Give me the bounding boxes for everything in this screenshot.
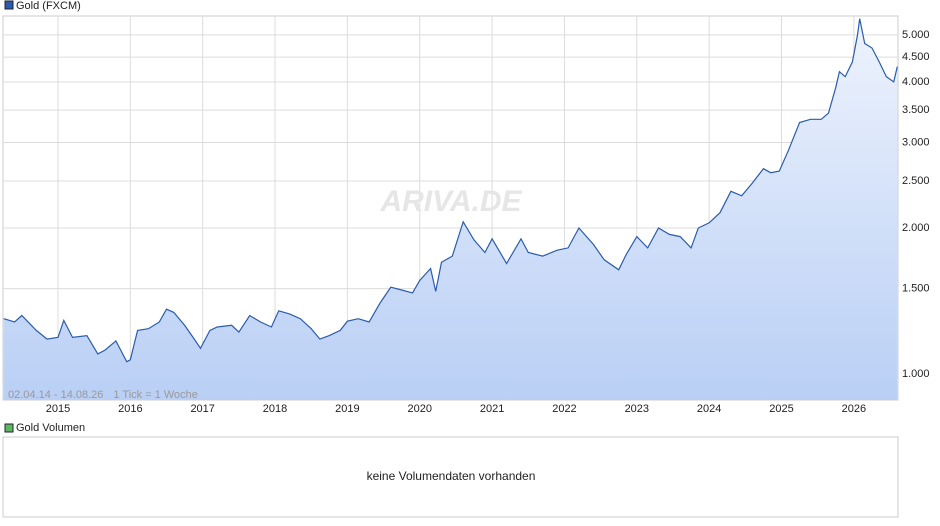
legend-swatch — [4, 0, 14, 10]
y-tick-label: 3.000 — [902, 136, 930, 148]
x-tick-label: 2026 — [842, 403, 866, 415]
y-tick-label: 1.000 — [902, 368, 930, 380]
x-tick-label: 2024 — [697, 403, 721, 415]
y-tick-label: 1.500 — [902, 283, 930, 295]
x-tick-label: 2025 — [769, 403, 793, 415]
x-tick-label: 2015 — [46, 403, 70, 415]
x-tick-label: 2023 — [625, 403, 649, 415]
tick-info: 1 Tick = 1 Woche — [113, 389, 197, 401]
x-tick-label: 2019 — [335, 403, 359, 415]
date-range: 02.04.14 - 14.08.26 — [8, 389, 103, 401]
y-tick-label: 5.000 — [902, 29, 930, 41]
legend-label: Gold (FXCM) — [16, 0, 81, 12]
y-tick-label: 3.500 — [902, 104, 930, 116]
y-tick-label: 2.500 — [902, 175, 930, 187]
volume-panel — [2, 436, 899, 518]
line — [3, 18, 898, 363]
x-tick-label: 2020 — [408, 403, 432, 415]
x-tick-label: 2016 — [118, 403, 142, 415]
no-data-note: keine Volumendaten vorhanden — [367, 469, 536, 483]
x-tick-label: 2017 — [190, 403, 214, 415]
legend-swatch — [4, 423, 14, 433]
watermark: ARIVA.DE — [379, 185, 522, 218]
x-tick-label: 2021 — [480, 403, 504, 415]
y-tick-label: 2.000 — [902, 222, 930, 234]
x-tick-label: 2018 — [263, 403, 287, 415]
x-tick-label: 2022 — [552, 403, 576, 415]
y-tick-label: 4.000 — [902, 76, 930, 88]
y-tick-label: 4.500 — [902, 51, 930, 63]
area — [3, 18, 898, 400]
volume-title: Gold Volumen — [16, 422, 85, 434]
